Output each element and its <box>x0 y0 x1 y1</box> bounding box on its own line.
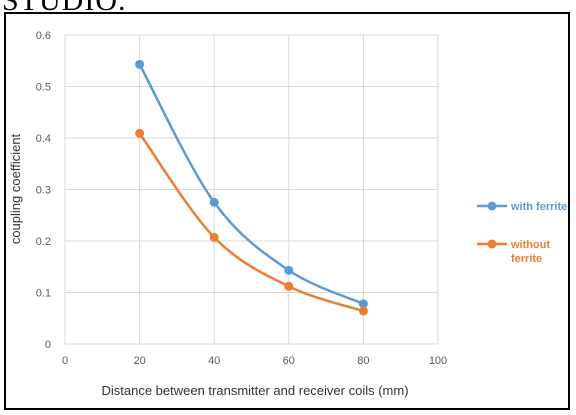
y-tick-label: 0.4 <box>36 133 51 145</box>
legend-label: ferrite <box>511 253 542 265</box>
legend-item: without ferrite <box>477 239 550 265</box>
y-tick-label: 0.3 <box>36 185 51 197</box>
data-point <box>135 128 145 138</box>
y-tick-label: 0.6 <box>36 30 51 42</box>
x-tick-label: 40 <box>208 355 220 367</box>
y-tick-label: 0.1 <box>36 288 51 300</box>
y-axis-label: coupling coefficient <box>8 133 23 244</box>
x-tick-label: 100 <box>429 355 447 367</box>
data-point <box>209 197 219 207</box>
x-tick-label: 20 <box>133 355 145 367</box>
series-group <box>135 59 368 316</box>
data-point <box>284 265 294 275</box>
series-line <box>138 132 364 313</box>
legend-label: without <box>510 239 550 251</box>
y-tick-label: 0.5 <box>36 82 51 94</box>
chart-frame: 0 0.1 0.2 0.3 0.4 0.5 0.6 0 20 40 60 80 100 couplin… <box>4 12 570 410</box>
data-point <box>284 281 294 291</box>
x-tick-label: 60 <box>283 355 295 367</box>
grid-lines <box>64 34 439 345</box>
legend-item: with ferrite <box>477 201 567 213</box>
data-point <box>135 59 145 69</box>
data-point <box>358 306 368 316</box>
legend-label: with ferrite <box>510 201 567 213</box>
series-without-ferrite <box>135 128 368 316</box>
y-tick-label: 0 <box>45 339 51 351</box>
line-chart: 0 0.1 0.2 0.3 0.4 0.5 0.6 0 20 40 60 80 100 couplin… <box>8 30 567 398</box>
x-tick-label: 80 <box>357 355 369 367</box>
legend: with ferrite without ferrite <box>477 201 567 265</box>
x-tick-label: 0 <box>62 355 68 367</box>
series-with-ferrite <box>135 59 368 309</box>
y-tick-label: 0.2 <box>36 236 51 248</box>
legend-marker <box>487 239 497 249</box>
data-point <box>209 232 219 242</box>
data-point <box>358 299 368 309</box>
y-axis-ticks: 0 0.1 0.2 0.3 0.4 0.5 0.6 <box>36 30 51 351</box>
series-line <box>138 63 364 305</box>
x-axis-label: Distance between transmitter and receive… <box>101 383 408 398</box>
legend-marker <box>487 201 497 211</box>
x-axis-ticks: 0 20 40 60 80 100 <box>62 355 447 367</box>
